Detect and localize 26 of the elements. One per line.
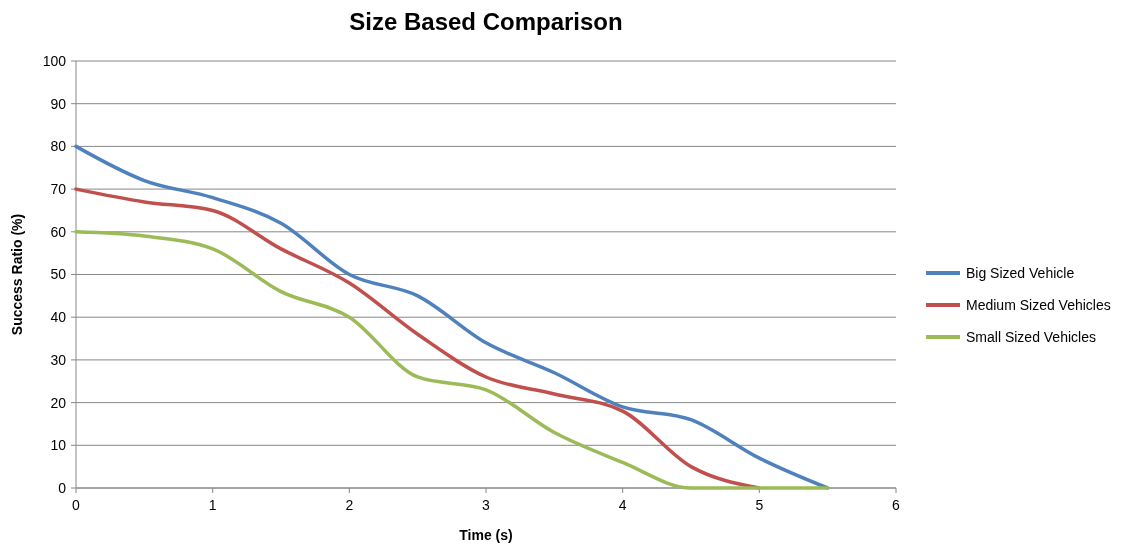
legend-label: Big Sized Vehicle bbox=[966, 264, 1075, 281]
y-tick-label: 90 bbox=[50, 95, 67, 112]
y-tick-label: 60 bbox=[50, 223, 67, 240]
x-tick-label: 2 bbox=[345, 497, 354, 513]
x-tick-label: 3 bbox=[482, 497, 491, 513]
y-tick-label: 50 bbox=[50, 266, 67, 283]
chart-title: Size Based Comparison bbox=[349, 8, 623, 35]
y-tick-label: 80 bbox=[50, 138, 67, 155]
x-tick-label: 6 bbox=[892, 497, 901, 513]
y-tick-label: 10 bbox=[50, 437, 67, 454]
x-tick-label: 4 bbox=[618, 497, 627, 513]
x-tick-label: 5 bbox=[755, 497, 764, 513]
x-axis-title: Time (s) bbox=[459, 527, 513, 543]
y-tick-label: 30 bbox=[50, 351, 67, 368]
line-series bbox=[74, 144, 830, 490]
legend-label: Small Sized Vehicles bbox=[966, 328, 1096, 345]
y-tick-label: 20 bbox=[50, 394, 67, 411]
x-tick-label: 0 bbox=[72, 497, 81, 513]
y-tick-label: 0 bbox=[58, 479, 67, 496]
legend-label: Medium Sized Vehicles bbox=[966, 296, 1111, 313]
line-series bbox=[74, 230, 830, 490]
y-tick-label: 100 bbox=[42, 52, 67, 69]
y-axis-title: Success Ratio (%) bbox=[9, 213, 25, 336]
y-tick-label: 70 bbox=[50, 181, 67, 197]
y-tick-label: 40 bbox=[50, 309, 67, 326]
x-tick-label: 1 bbox=[208, 497, 217, 513]
